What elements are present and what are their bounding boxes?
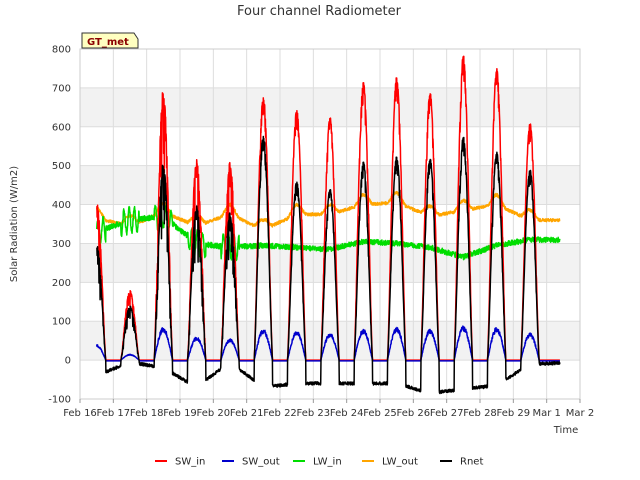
plot-band bbox=[80, 360, 580, 399]
x-tick-label: Feb 21 bbox=[230, 408, 264, 419]
x-tick-label: Feb 20 bbox=[197, 408, 231, 419]
y-tick-label: 400 bbox=[52, 200, 71, 211]
y-tick-label: 600 bbox=[52, 122, 71, 133]
x-tick-label: Feb 27 bbox=[430, 408, 464, 419]
plot-band bbox=[80, 165, 580, 205]
y-tick-label: 100 bbox=[52, 317, 71, 328]
series-layer bbox=[95, 55, 561, 395]
x-tick-label: Feb 22 bbox=[263, 408, 297, 419]
x-tick-label: Mar 1 bbox=[532, 408, 560, 419]
x-tick-label: Feb 29 bbox=[497, 408, 531, 419]
x-tick-label: Feb 16 bbox=[63, 408, 97, 419]
legend-label-rnet: Rnet bbox=[460, 457, 483, 468]
series-line-sw-out bbox=[95, 325, 561, 362]
plot-band bbox=[80, 49, 580, 88]
y-tick-label: 700 bbox=[52, 83, 71, 94]
chart-title: Four channel Radiometer bbox=[237, 4, 402, 19]
y-axis-ticks: -100 0 100 200 300 400 500 600 700 800 bbox=[48, 45, 71, 406]
legend: SW_in SW_out LW_in LW_out Rnet bbox=[155, 457, 483, 468]
y-tick-label: 200 bbox=[52, 278, 71, 289]
plot-frame bbox=[79, 48, 581, 400]
legend-label-sw-out: SW_out bbox=[242, 457, 280, 468]
legend-label-lw-in: LW_in bbox=[313, 457, 342, 468]
series-line-lw-in bbox=[95, 202, 561, 262]
legend-label-lw-out: LW_out bbox=[382, 457, 418, 468]
x-tick-label: Feb 19 bbox=[163, 408, 197, 419]
badge-label: GT_met bbox=[87, 37, 129, 48]
x-tick-label: Feb 17 bbox=[97, 408, 131, 419]
x-tick-label: Feb 24 bbox=[330, 408, 364, 419]
series-line-rnet bbox=[96, 135, 561, 395]
y-tick-label: -100 bbox=[48, 395, 71, 406]
y-tick-label: 500 bbox=[52, 161, 71, 172]
y-tick-label: 300 bbox=[52, 239, 71, 250]
x-tick-label: Feb 23 bbox=[297, 408, 331, 419]
x-axis-title: Time bbox=[553, 425, 578, 436]
x-tick-label: Feb 25 bbox=[363, 408, 397, 419]
plot-band bbox=[80, 126, 580, 166]
gt-met-badge: GT_met bbox=[81, 32, 139, 49]
x-tick-label: Mar 2 bbox=[566, 408, 594, 419]
x-axis-ticks: Feb 16 Feb 17 Feb 18 Feb 19 Feb 20 Feb 21 Feb … bbox=[63, 399, 594, 419]
legend-label-sw-in: SW_in bbox=[175, 457, 205, 468]
x-tick-label: Feb 18 bbox=[130, 408, 164, 419]
x-tick-label: Feb 26 bbox=[397, 408, 431, 419]
series-line-sw-in bbox=[96, 55, 561, 361]
y-tick-label: 800 bbox=[52, 45, 71, 56]
x-tick-label: Feb 28 bbox=[463, 408, 497, 419]
y-tick-label: 0 bbox=[65, 356, 71, 367]
badge-box bbox=[81, 32, 139, 49]
plot-band bbox=[80, 282, 580, 322]
y-axis-title: Solar Radiation (W/m2) bbox=[9, 166, 20, 282]
